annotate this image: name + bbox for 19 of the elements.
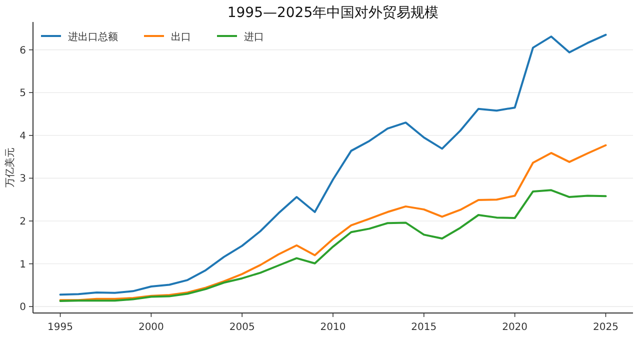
x-tick-label: 2025	[593, 322, 618, 333]
x-tick-label: 1995	[48, 322, 73, 333]
legend-label: 进出口总额	[68, 31, 118, 43]
y-tick-label: 4	[20, 130, 26, 142]
y-tick-label: 6	[20, 45, 26, 56]
legend-label: 进口	[244, 31, 264, 43]
chart-title: 1995—2025年中国对外贸易规模	[227, 5, 439, 21]
x-tick-label: 2020	[502, 322, 528, 333]
y-tick-label: 2	[20, 216, 26, 228]
x-tick-label: 2010	[320, 322, 346, 333]
y-tick-label: 3	[20, 174, 26, 185]
legend-label: 出口	[171, 31, 191, 43]
x-tick-label: 2000	[138, 322, 164, 333]
y-tick-label: 5	[20, 88, 26, 100]
x-tick-label: 2005	[229, 322, 255, 333]
y-axis-title: 万亿美元	[4, 148, 16, 188]
y-tick-label: 1	[20, 259, 26, 270]
y-tick-label: 0	[20, 302, 26, 314]
x-tick-label: 2015	[411, 322, 437, 333]
